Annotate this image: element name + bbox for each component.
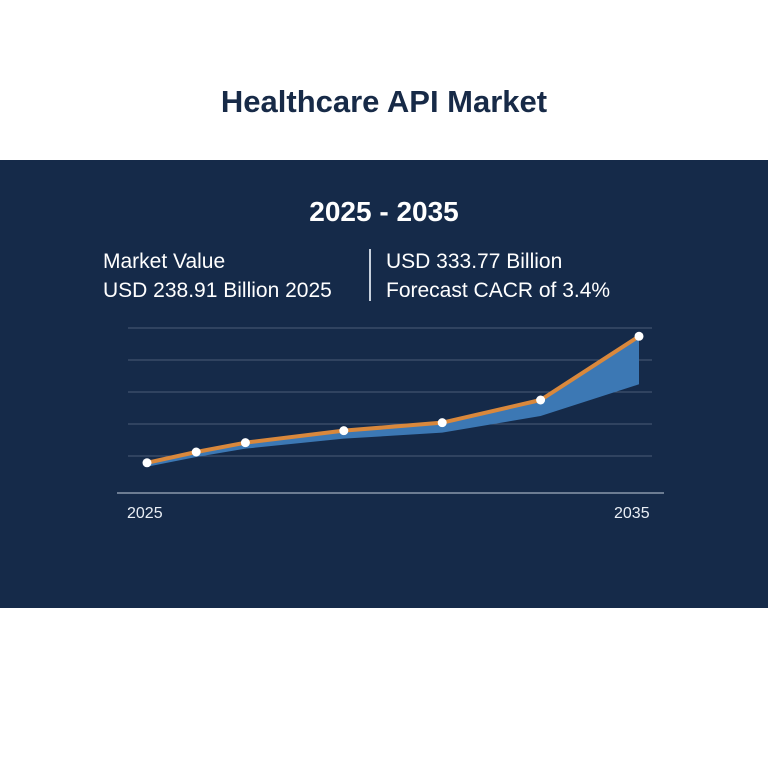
page-title: Healthcare API Market xyxy=(220,84,548,119)
market-value-stat: Market Value USD 238.91 Billion 2025 xyxy=(103,247,332,305)
chart-panel xyxy=(0,160,768,608)
data-point xyxy=(339,426,349,436)
data-point xyxy=(240,438,250,448)
x-tick-label-start: 2025 xyxy=(127,505,163,522)
forecast-cagr: Forecast CACR of 3.4% xyxy=(386,279,611,302)
forecast-value-2035: USD 333.77 Billion xyxy=(386,250,563,273)
period-label: 2025 - 2035 xyxy=(309,196,459,227)
forecast-stat: USD 333.77 Billion Forecast CACR of 3.4% xyxy=(386,247,610,305)
x-tick-label-end: 2035 xyxy=(614,505,650,522)
data-point xyxy=(437,418,447,428)
data-point xyxy=(536,395,546,405)
data-points xyxy=(142,331,644,468)
data-point xyxy=(142,458,152,468)
market-value-label: Market Value xyxy=(103,250,226,273)
stat-divider xyxy=(369,249,371,301)
data-point xyxy=(191,447,201,457)
data-point xyxy=(634,331,644,341)
market-value-2025: USD 238.91 Billion 2025 xyxy=(103,279,332,302)
